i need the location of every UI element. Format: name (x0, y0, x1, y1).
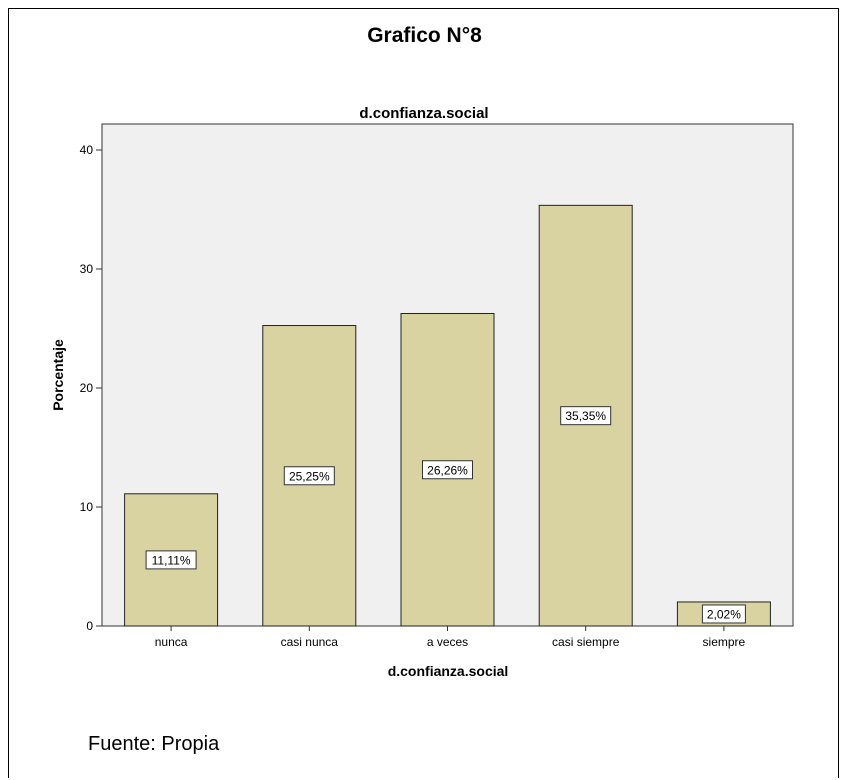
data-label-box (422, 460, 473, 480)
data-label-box (560, 406, 612, 426)
y-tick-label: 20 (80, 381, 94, 395)
data-label: 26,26% (427, 463, 468, 477)
y-axis: 0 10 20 30 40 (80, 143, 102, 633)
y-axis-label: Porcentaje (50, 339, 66, 411)
data-label: 35,35% (565, 409, 606, 423)
bars-group: 11,11% 25,25% 26,26% 35,35% 2,02% (124, 204, 771, 627)
y-tick-label: 30 (80, 262, 94, 276)
figure-frame (8, 8, 839, 778)
x-axis: nunca casi nunca a veces casi siempre siempr… (155, 626, 746, 649)
data-label: 2,02% (707, 607, 741, 621)
source-note: Fuente: Propia (88, 733, 220, 755)
x-tick-label: a veces (427, 635, 468, 649)
x-axis-label: d.confianza.social (388, 663, 509, 679)
chart-title: d.confianza.social (359, 105, 488, 122)
data-label: 25,25% (289, 469, 330, 483)
y-tick-label: 10 (80, 500, 94, 514)
x-tick-label: nunca (155, 635, 188, 649)
data-label-box (701, 604, 746, 624)
data-label: 11,11% (152, 553, 191, 567)
data-label-box (283, 466, 335, 486)
y-tick-label: 40 (80, 143, 94, 157)
y-tick-label: 0 (86, 619, 93, 633)
x-tick-label: siempre (703, 635, 746, 649)
figure-title: Grafico N°8 (367, 24, 482, 47)
x-tick-label: casi nunca (281, 635, 339, 649)
x-tick-label: casi siempre (552, 635, 620, 649)
data-label-box (145, 550, 197, 570)
